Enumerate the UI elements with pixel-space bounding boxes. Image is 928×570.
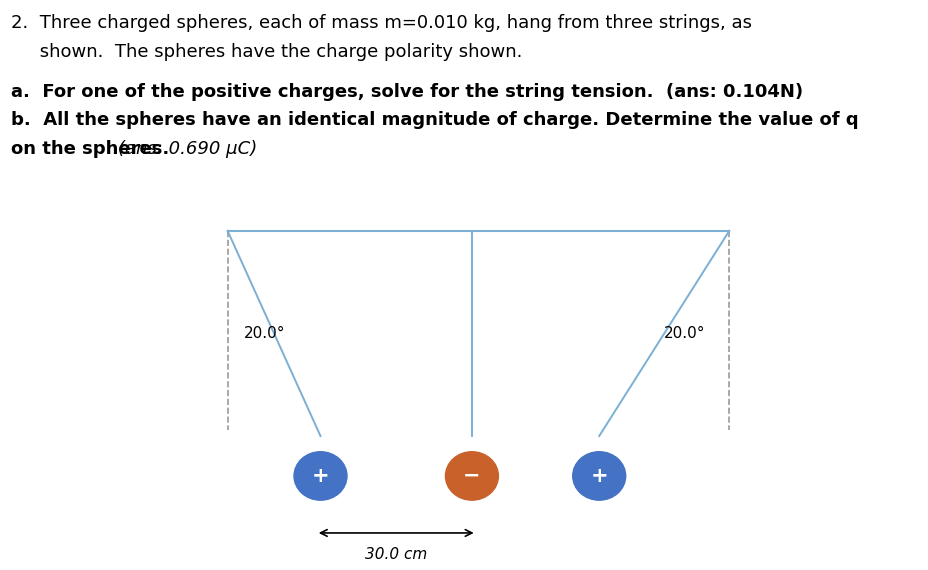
Text: b.  All the spheres have an identical magnitude of charge. Determine the value o: b. All the spheres have an identical mag… xyxy=(11,111,857,129)
Text: on the spheres. (ans: 0.690 μC): on the spheres. (ans: 0.690 μC) xyxy=(0,569,1,570)
Ellipse shape xyxy=(572,451,625,500)
Text: on the spheres.: on the spheres. xyxy=(11,140,175,158)
Text: shown.  The spheres have the charge polarity shown.: shown. The spheres have the charge polar… xyxy=(11,43,522,61)
Text: +: + xyxy=(312,466,329,486)
Text: 30.0 cm: 30.0 cm xyxy=(365,547,427,562)
Text: +: + xyxy=(590,466,607,486)
Ellipse shape xyxy=(293,451,346,500)
Text: 2.  Three charged spheres, each of mass m=0.010 kg, hang from three strings, as: 2. Three charged spheres, each of mass m… xyxy=(11,14,752,32)
Text: 20.0°: 20.0° xyxy=(664,326,705,341)
Text: (ans: 0.690 μC): (ans: 0.690 μC) xyxy=(118,140,257,158)
Text: a.  For one of the positive charges, solve for the string tension.  (ans: 0.104N: a. For one of the positive charges, solv… xyxy=(11,83,803,101)
Text: 20.0°: 20.0° xyxy=(243,326,285,341)
Ellipse shape xyxy=(445,451,497,500)
Text: −: − xyxy=(463,466,480,486)
